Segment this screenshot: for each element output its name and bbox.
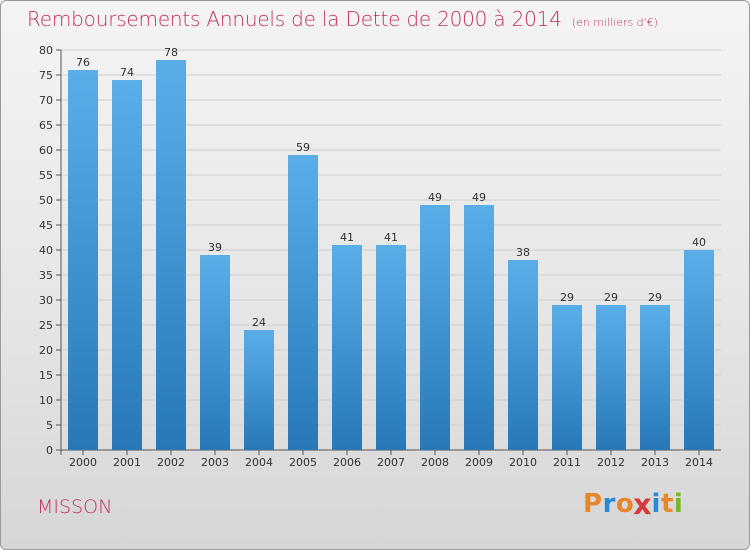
x-tick-label-2005: 2005 (289, 456, 317, 469)
bar-2005 (288, 155, 318, 450)
data-label-2013: 29 (648, 291, 662, 304)
y-tick-label: 40 (39, 244, 53, 257)
x-tick-label-2012: 2012 (597, 456, 625, 469)
bar-2011 (552, 305, 582, 450)
x-tick-label-2013: 2013 (641, 456, 669, 469)
bar-2000 (68, 70, 98, 450)
x-tick-label-2009: 2009 (465, 456, 493, 469)
y-tick-label: 55 (39, 169, 53, 182)
y-tick-label: 60 (39, 144, 53, 157)
x-tick-label-2003: 2003 (201, 456, 229, 469)
y-tick-label: 75 (39, 69, 53, 82)
y-tick-label: 30 (39, 294, 53, 307)
bar-2009 (464, 205, 494, 450)
y-tick-label: 70 (39, 94, 53, 107)
data-label-2007: 41 (384, 231, 398, 244)
bar-2004 (244, 330, 274, 450)
logo-letter: i (651, 489, 661, 519)
x-tick-label-2010: 2010 (509, 456, 537, 469)
bar-2007 (376, 245, 406, 450)
data-label-2006: 41 (340, 231, 354, 244)
x-tick-label-2002: 2002 (157, 456, 185, 469)
y-tick-label: 25 (39, 319, 53, 332)
chart-title-unit: (en milliers d'€) (571, 16, 658, 29)
logo-letter: P (583, 489, 603, 519)
data-label-2005: 59 (296, 141, 310, 154)
logo-letter: o (615, 489, 635, 519)
logo-letter: i (673, 489, 684, 519)
logo-letter: x (633, 488, 653, 522)
bar-2013 (640, 305, 670, 450)
y-tick-label: 0 (46, 444, 53, 457)
x-tick-label-2011: 2011 (553, 456, 581, 469)
logo-letter: t (660, 489, 674, 519)
x-tick-label-2014: 2014 (685, 456, 713, 469)
y-tick-label: 65 (39, 119, 53, 132)
y-tick-label: 80 (39, 44, 53, 57)
bar-2010 (508, 260, 538, 450)
bar-2001 (112, 80, 142, 450)
data-label-2000: 76 (76, 56, 90, 69)
bars (68, 60, 714, 450)
x-tick-label-2000: 2000 (69, 456, 97, 469)
chart-title-main: Remboursements Annuels de la Dette de 20… (27, 7, 562, 31)
y-tick-label: 35 (39, 269, 53, 282)
bar-2002 (156, 60, 186, 450)
x-tick-label-2006: 2006 (333, 456, 361, 469)
data-label-2003: 39 (208, 241, 222, 254)
x-tick-label-2008: 2008 (421, 456, 449, 469)
y-tick-label: 20 (39, 344, 53, 357)
y-tick-label: 10 (39, 394, 53, 407)
data-label-2009: 49 (472, 191, 486, 204)
y-tick-label: 50 (39, 194, 53, 207)
data-label-2012: 29 (604, 291, 618, 304)
x-tick-label-2007: 2007 (377, 456, 405, 469)
data-label-2011: 29 (560, 291, 574, 304)
y-tick-label: 5 (46, 419, 53, 432)
bar-2003 (200, 255, 230, 450)
chart-title: Remboursements Annuels de la Dette de 20… (27, 7, 658, 31)
bar-2012 (596, 305, 626, 450)
y-tick-label: 45 (39, 219, 53, 232)
data-label-2004: 24 (252, 316, 266, 329)
bar-2006 (332, 245, 362, 450)
data-label-2002: 78 (164, 46, 178, 59)
x-tick-label-2004: 2004 (245, 456, 273, 469)
bar-2014 (684, 250, 714, 450)
y-tick-label: 15 (39, 369, 53, 382)
data-label-2001: 74 (120, 66, 134, 79)
x-tick-label-2001: 2001 (113, 456, 141, 469)
data-label-2014: 40 (692, 236, 706, 249)
data-label-2010: 38 (516, 246, 530, 259)
data-label-2008: 49 (428, 191, 442, 204)
bar-2008 (420, 205, 450, 450)
proxiti-logo[interactable]: Proxiti (583, 488, 684, 522)
logo-letter: r (602, 489, 616, 519)
data-labels: 76 74 78 39 24 59 41 41 49 49 38 29 29 29 40 (76, 46, 706, 329)
commune-name: MISSON (37, 496, 113, 518)
